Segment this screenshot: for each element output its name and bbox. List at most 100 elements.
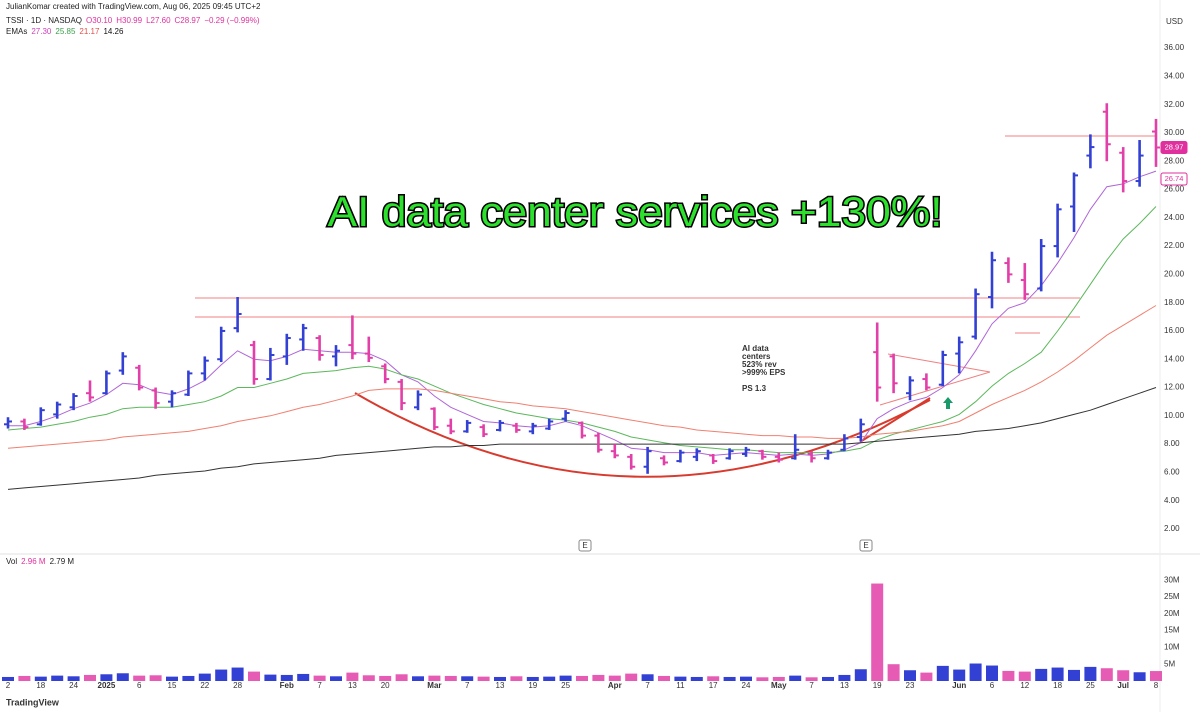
volume-bar: [772, 676, 785, 681]
header-text: JulianKomar created with TradingView.com…: [6, 2, 261, 11]
x-tick-label: 2025: [98, 681, 116, 690]
annotation-line: PS 1.3: [742, 384, 767, 393]
y-tick-label: 34.00: [1164, 71, 1185, 80]
annotation-line: AI data: [742, 344, 769, 353]
y-tick-label: 26.00: [1164, 185, 1185, 194]
price-tag: [1160, 172, 1188, 186]
volume-legend: Vol 2.96 M 2.79 M: [6, 557, 74, 566]
x-tick-label: Feb: [280, 681, 294, 690]
x-tick-label: 20: [381, 681, 390, 690]
ema-legend: EMAs 27.30 25.85 21.17 14.26: [6, 27, 123, 36]
volume-bar: [740, 676, 752, 681]
volume-bar: [543, 676, 556, 681]
y-tick-label: 2.00: [1164, 524, 1180, 533]
y-tick-label: 18.00: [1164, 298, 1185, 307]
annotation-line: 523% rev: [742, 360, 777, 369]
volume-bar: [280, 674, 293, 681]
volume-bar: [592, 674, 605, 681]
x-tick-label: 24: [742, 681, 751, 690]
volume-bar: [67, 676, 80, 681]
x-tick-label: 18: [36, 681, 45, 690]
volume-bar: [1117, 670, 1130, 681]
volume-bar: [576, 675, 588, 681]
volume-bar: [461, 676, 474, 681]
currency-label: USD: [1166, 17, 1183, 26]
volume-bar: [887, 664, 900, 681]
ema-line: [7, 387, 1157, 490]
event-label: E: [863, 541, 868, 550]
volume-bar: [854, 669, 867, 681]
volume-bar: [248, 671, 260, 681]
x-tick-label: 19: [873, 681, 882, 690]
volume-bar: [1150, 671, 1162, 681]
volume-value: 2.79 M: [49, 557, 75, 566]
volume-bar: [34, 676, 47, 681]
x-tick-label: 13: [348, 681, 357, 690]
ohlc-value: H30.99: [116, 16, 143, 25]
volume-bar: [330, 676, 342, 681]
x-tick-label: 28: [233, 681, 242, 690]
volume-bar: [789, 675, 802, 681]
volume-bar: [494, 676, 506, 681]
x-tick-label: 6: [990, 681, 995, 690]
event-marker[interactable]: [578, 539, 592, 552]
triangle-line: [879, 371, 991, 406]
volume-bar: [412, 676, 424, 681]
volume-value: 2.96 M: [21, 557, 46, 566]
volume-bar: [264, 674, 277, 681]
y-tick-label: 12.00: [1164, 383, 1185, 392]
symbol: TSSI · 1D · NASDAQ: [6, 16, 83, 25]
ohlc-value: O30.10: [86, 16, 113, 25]
x-tick-label: 24: [69, 681, 78, 690]
x-tick-label: 13: [840, 681, 849, 690]
y-tick-label: 22.00: [1164, 241, 1185, 250]
volume-bar: [1084, 666, 1097, 681]
volume-bar: [838, 674, 851, 681]
volume-bar: [1068, 669, 1080, 681]
event-marker[interactable]: [859, 539, 873, 552]
volume-bar: [84, 674, 96, 681]
volume-bar: [346, 672, 359, 681]
volume-bar: [690, 676, 703, 681]
volume-bar: [379, 675, 392, 681]
x-tick-label: 2: [6, 681, 11, 690]
volume-bar: [1018, 671, 1031, 681]
x-tick-label: 7: [465, 681, 470, 690]
header: JulianKomar created with TradingView.com…: [6, 2, 260, 11]
volume-bar: [313, 675, 326, 681]
x-tick-label: Jul: [1117, 681, 1129, 690]
volume-bar: [444, 675, 457, 681]
volume-bar: [658, 675, 670, 681]
volume-bar: [936, 665, 949, 681]
x-tick-label: Apr: [608, 681, 622, 690]
y-tick-label: 8.00: [1164, 439, 1180, 448]
x-tick-label: 15: [168, 681, 177, 690]
x-tick-label: 7: [317, 681, 322, 690]
volume-bar: [510, 676, 523, 681]
volume-bar: [953, 669, 966, 681]
price-tag-label: 28.97: [1165, 142, 1184, 151]
volume-bar: [871, 583, 884, 681]
x-tick-label: 25: [1086, 681, 1095, 690]
x-tick-label: 23: [906, 681, 915, 690]
ema-line: [7, 206, 1157, 454]
volume-bar: [18, 675, 31, 681]
x-tick-label: 22: [200, 681, 209, 690]
x-tick-label: 7: [809, 681, 814, 690]
volume-bar: [231, 667, 244, 681]
volume-tick-label: 30M: [1164, 575, 1180, 584]
volume-bar: [428, 675, 441, 681]
volume-bar: [707, 676, 720, 681]
x-tick-label: Mar: [427, 681, 441, 690]
price-tag-label: 26.74: [1165, 174, 1184, 183]
volume-bar: [395, 674, 408, 681]
volume-bar: [674, 676, 687, 681]
volume-bar: [608, 675, 621, 681]
volume-bar: [100, 674, 113, 681]
y-tick-label: 32.00: [1164, 100, 1185, 109]
y-tick-label: 16.00: [1164, 326, 1185, 335]
ohlc-value: −0.29 (−0.99%): [204, 16, 260, 25]
ema-value: 27.30: [31, 27, 52, 36]
y-tick-label: 36.00: [1164, 43, 1185, 52]
